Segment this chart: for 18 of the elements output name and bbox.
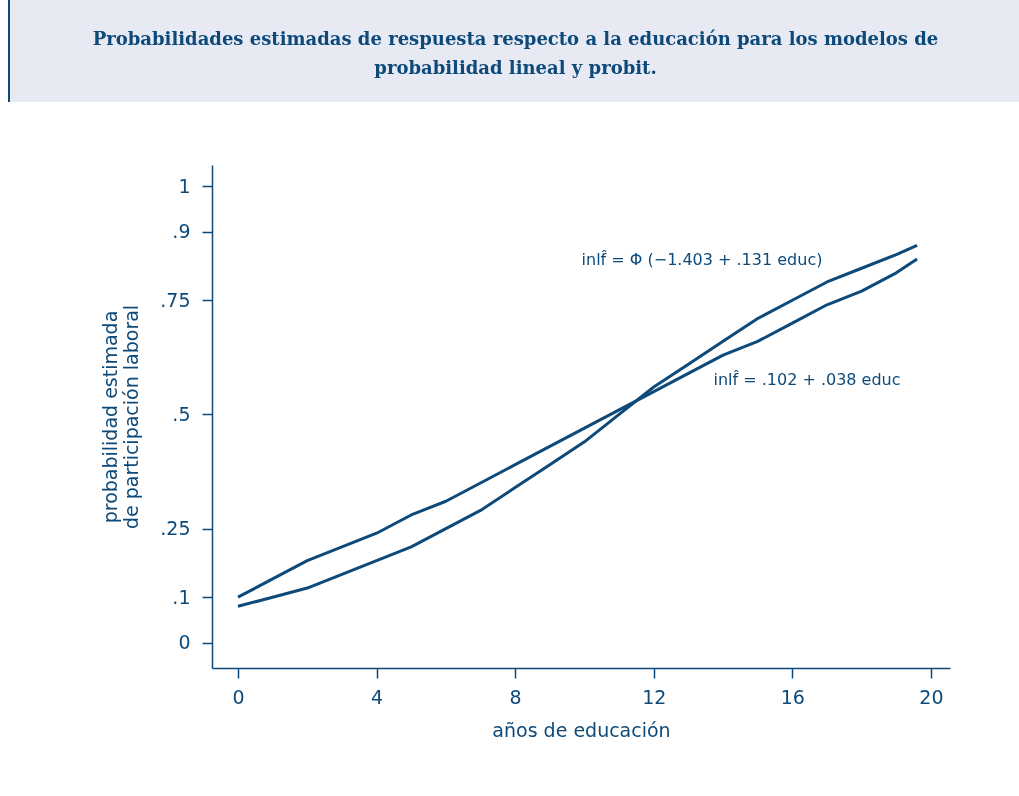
x-tick-label: 4 [371, 685, 384, 708]
y-tick-label: .9 [172, 220, 191, 243]
x-tick-label: 0 [232, 685, 245, 708]
y-tick-label: .5 [172, 402, 191, 425]
x-tick-label: 12 [642, 685, 667, 708]
x-tick-label: 8 [509, 685, 522, 708]
y-axis-title: probabilidad estimada de participación laboral [99, 304, 143, 530]
y-tick-label: .1 [172, 585, 191, 608]
x-tick-label: 20 [919, 685, 944, 708]
annotation: inlf̂ = .102 + .038 educ [713, 370, 901, 389]
y-tick-label: .75 [160, 288, 191, 311]
y-tick-label: 0 [178, 631, 191, 654]
annotation: inlf̂ = Φ (−1.403 + .131 educ) [581, 250, 823, 269]
chart-title: Probabilidades estimadas de respuesta respecto a la educación para los modelos de probabilidad lineal y probit. [10, 0, 1019, 102]
y-tick-label: 1 [178, 174, 191, 197]
x-axis-title: años de educación [492, 718, 671, 741]
y-tick-label: .25 [160, 517, 191, 540]
x-tick-label: 16 [780, 685, 805, 708]
